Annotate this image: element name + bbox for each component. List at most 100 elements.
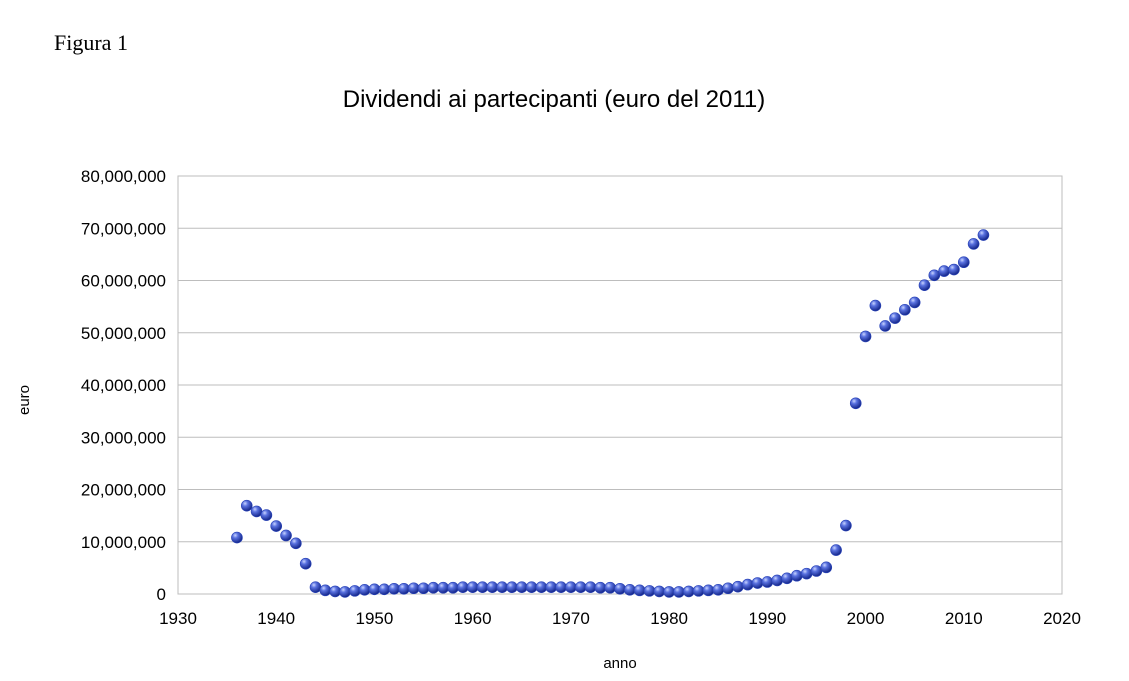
x-tick-label: 2010 (945, 609, 983, 628)
data-point (869, 299, 882, 312)
data-point (761, 576, 774, 588)
data-point (270, 520, 283, 532)
data-point (535, 581, 548, 594)
data-point (820, 561, 833, 574)
data-point (643, 585, 656, 597)
data-point (486, 581, 499, 594)
x-tick-label: 2000 (847, 609, 885, 628)
data-point (260, 509, 273, 521)
data-point (574, 581, 587, 594)
y-tick-label: 80,000,000 (81, 167, 166, 186)
data-point (771, 574, 783, 587)
x-tick-label: 1970 (552, 609, 590, 628)
data-point (702, 584, 715, 597)
data-point (368, 583, 381, 596)
data-point (594, 581, 607, 594)
data-point (849, 397, 862, 410)
data-point (781, 572, 793, 585)
data-point (967, 238, 980, 250)
data-point (584, 581, 597, 594)
data-point (899, 303, 911, 316)
data-point (712, 584, 725, 596)
data-point (525, 581, 538, 594)
data-point (466, 581, 479, 594)
data-point (417, 582, 430, 595)
data-point (545, 581, 558, 594)
data-point (977, 229, 990, 241)
data-point (692, 585, 705, 597)
chart-title: Dividendi ai partecipanti (euro del 2011… (342, 86, 766, 113)
data-point (555, 581, 567, 594)
y-axis-title: euro (16, 385, 33, 415)
data-point (948, 263, 960, 276)
data-point (673, 586, 685, 598)
data-point (840, 519, 852, 532)
x-tick-label: 1960 (454, 609, 492, 628)
data-point (810, 565, 823, 577)
x-tick-label: 1980 (650, 609, 688, 628)
x-tick-label: 1940 (257, 609, 295, 628)
x-tick-label: 1990 (748, 609, 786, 628)
data-point (388, 582, 400, 595)
y-tick-label: 40,000,000 (81, 376, 166, 395)
data-point (358, 584, 371, 596)
data-point (722, 582, 734, 595)
x-tick-label: 1950 (356, 609, 394, 628)
data-point (859, 330, 872, 343)
data-point (506, 581, 518, 594)
data-point (299, 557, 312, 570)
data-point (663, 586, 675, 598)
data-point (624, 584, 636, 596)
data-point (879, 320, 892, 332)
data-point (348, 585, 361, 597)
data-point (290, 537, 302, 550)
data-point (889, 312, 901, 324)
data-point (741, 578, 754, 591)
data-point (918, 279, 931, 292)
y-tick-label: 50,000,000 (81, 324, 166, 343)
data-point (682, 585, 695, 598)
data-point (790, 569, 803, 582)
data-point (240, 499, 253, 512)
x-tick-label: 1930 (159, 609, 197, 628)
data-point (604, 581, 616, 594)
data-point (515, 581, 528, 594)
data-point (614, 582, 626, 595)
data-point (339, 586, 351, 598)
data-point (938, 265, 950, 277)
data-point (407, 582, 420, 595)
data-point (457, 581, 469, 594)
y-tick-label: 70,000,000 (81, 219, 166, 238)
y-axis-ticks: 0 10,000,000 20,000,000 30,000,000 40,000,00… (81, 167, 166, 604)
y-tick-label: 30,000,000 (81, 428, 166, 447)
y-tick-label: 10,000,000 (81, 533, 166, 552)
gridlines (178, 175, 1062, 595)
data-point (908, 296, 921, 309)
data-point (280, 529, 292, 542)
x-axis-title: anno (603, 655, 636, 672)
data-point (427, 581, 440, 594)
data-points (231, 229, 990, 598)
x-axis-ticks: 1930 1940 1950 1960 1970 1980 1990 2000 2010 2020 (159, 609, 1081, 628)
data-point (496, 581, 508, 594)
data-point (447, 581, 459, 594)
x-tick-label: 2020 (1043, 609, 1081, 628)
data-point (378, 583, 391, 596)
data-point (830, 544, 842, 556)
data-point (329, 585, 341, 598)
y-tick-label: 60,000,000 (81, 272, 166, 291)
data-point (732, 580, 744, 593)
data-point (653, 585, 666, 598)
data-point (437, 581, 450, 594)
data-point (928, 269, 941, 282)
data-point (565, 581, 577, 594)
data-point (319, 584, 332, 597)
data-point (633, 584, 646, 597)
y-tick-label: 0 (157, 585, 166, 604)
data-point (957, 256, 970, 269)
data-point (398, 582, 410, 595)
data-point (476, 581, 489, 594)
data-point (250, 505, 263, 518)
data-point (309, 581, 322, 594)
